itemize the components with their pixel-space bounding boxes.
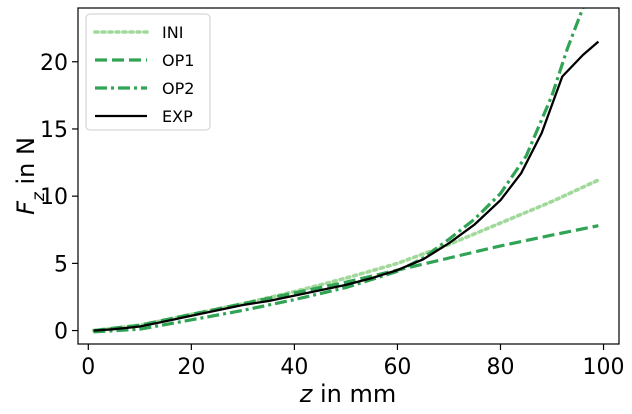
y-axis-label: Fz in N <box>12 137 49 215</box>
y-axis-label-subscript: z <box>29 191 49 202</box>
y-tick-label: 15 <box>40 118 68 143</box>
series-line-ini <box>91 178 601 333</box>
legend-label-op1: OP1 <box>162 51 194 70</box>
legend-label-op2: OP2 <box>162 79 194 98</box>
legend-frame <box>85 13 211 131</box>
series-line-exp <box>93 40 600 332</box>
legend-label-exp: EXP <box>162 107 193 126</box>
series-layer <box>91 8 601 334</box>
y-axis-label-unit: in N <box>12 137 40 192</box>
x-tick-label: 0 <box>81 355 95 380</box>
x-tick-label: 20 <box>177 355 205 380</box>
x-axis-label: z in mm <box>299 380 397 408</box>
plot-frame <box>77 7 620 345</box>
y-tick-label: 5 <box>54 252 68 277</box>
x-tick-label: 40 <box>280 355 308 380</box>
x-axis-label-unit: in mm <box>312 380 396 408</box>
x-tick-label: 80 <box>486 355 514 380</box>
legend: INI OP1 OP2 EXP <box>85 13 211 131</box>
x-axis-ticks: 0 20 40 60 80 100 <box>81 344 625 380</box>
y-axis-label-symbol: F <box>12 200 40 215</box>
x-tick-label: 60 <box>383 355 411 380</box>
legend-label-ini: INI <box>162 23 183 42</box>
x-axis-label-symbol: z <box>299 380 314 408</box>
y-tick-label: 10 <box>40 185 68 210</box>
x-tick-label: 100 <box>583 355 625 380</box>
y-tick-label: 0 <box>54 320 68 345</box>
series-line-op1 <box>93 224 599 333</box>
y-tick-label: 20 <box>40 51 68 76</box>
y-axis-ticks: 0 5 10 15 20 <box>40 51 78 345</box>
